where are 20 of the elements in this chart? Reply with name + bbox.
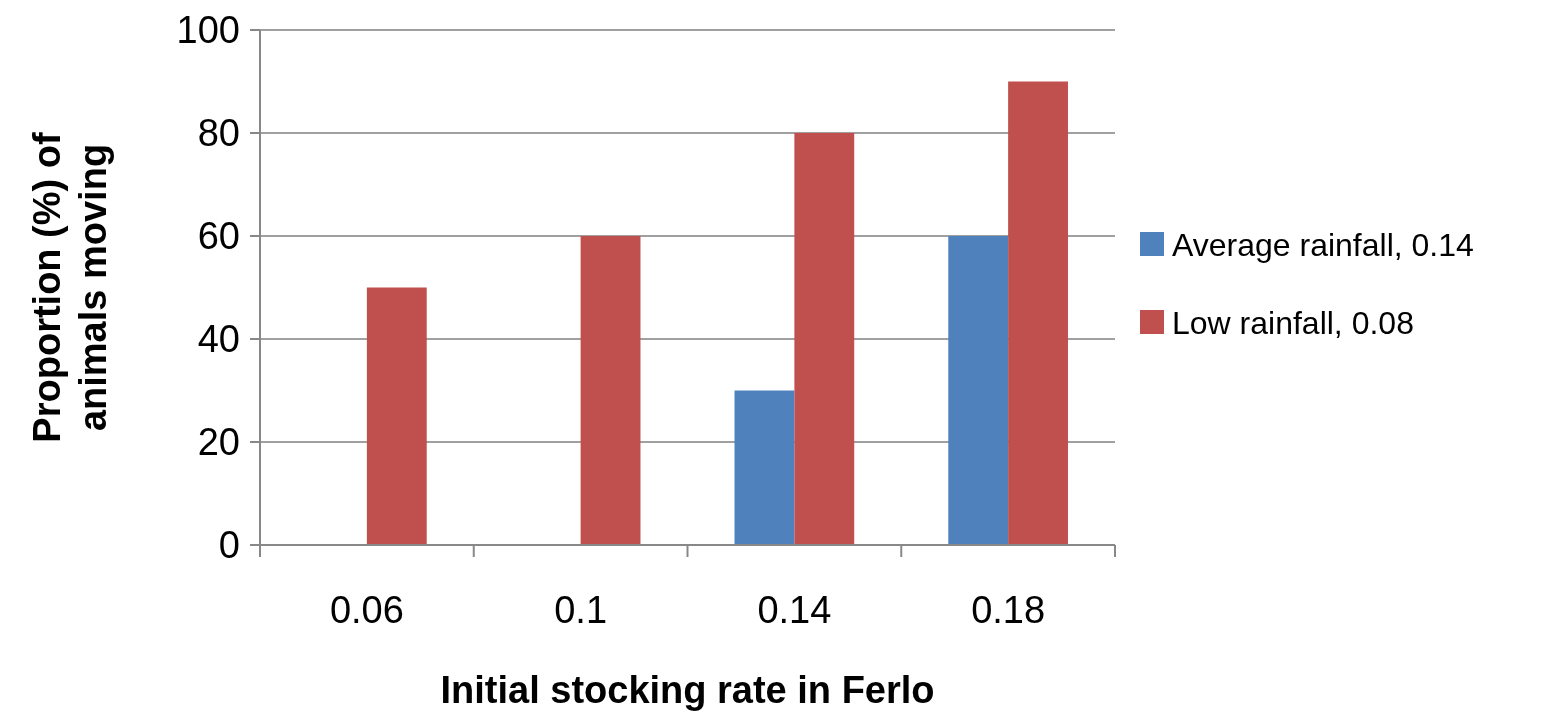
x-tick-label: 0.14 [757,589,832,631]
x-tick-label: 0.18 [971,589,1046,631]
bar [366,287,427,545]
bar [580,236,641,545]
legend-label: Average rainfall, 0.14 [1172,227,1474,264]
bar [1008,81,1068,545]
x-tick-label: 0.1 [554,589,608,631]
y-tick-label: 100 [176,9,240,52]
y-tick-label: 40 [197,318,240,361]
y-tick-label: 20 [197,421,240,464]
y-tick-label: 0 [218,524,240,567]
y-tick-label: 60 [197,215,240,258]
x-tick-label: 0.06 [329,589,404,631]
bar [948,236,1009,545]
y-axis-title: Proportion (%) of animals moving [26,132,114,443]
bar [794,133,855,545]
y-tick-label: 80 [197,112,240,155]
legend-label: Low rainfall, 0.08 [1172,305,1414,342]
bar [734,390,795,545]
x-axis-title: Initial stocking rate in Ferlo [440,669,935,711]
